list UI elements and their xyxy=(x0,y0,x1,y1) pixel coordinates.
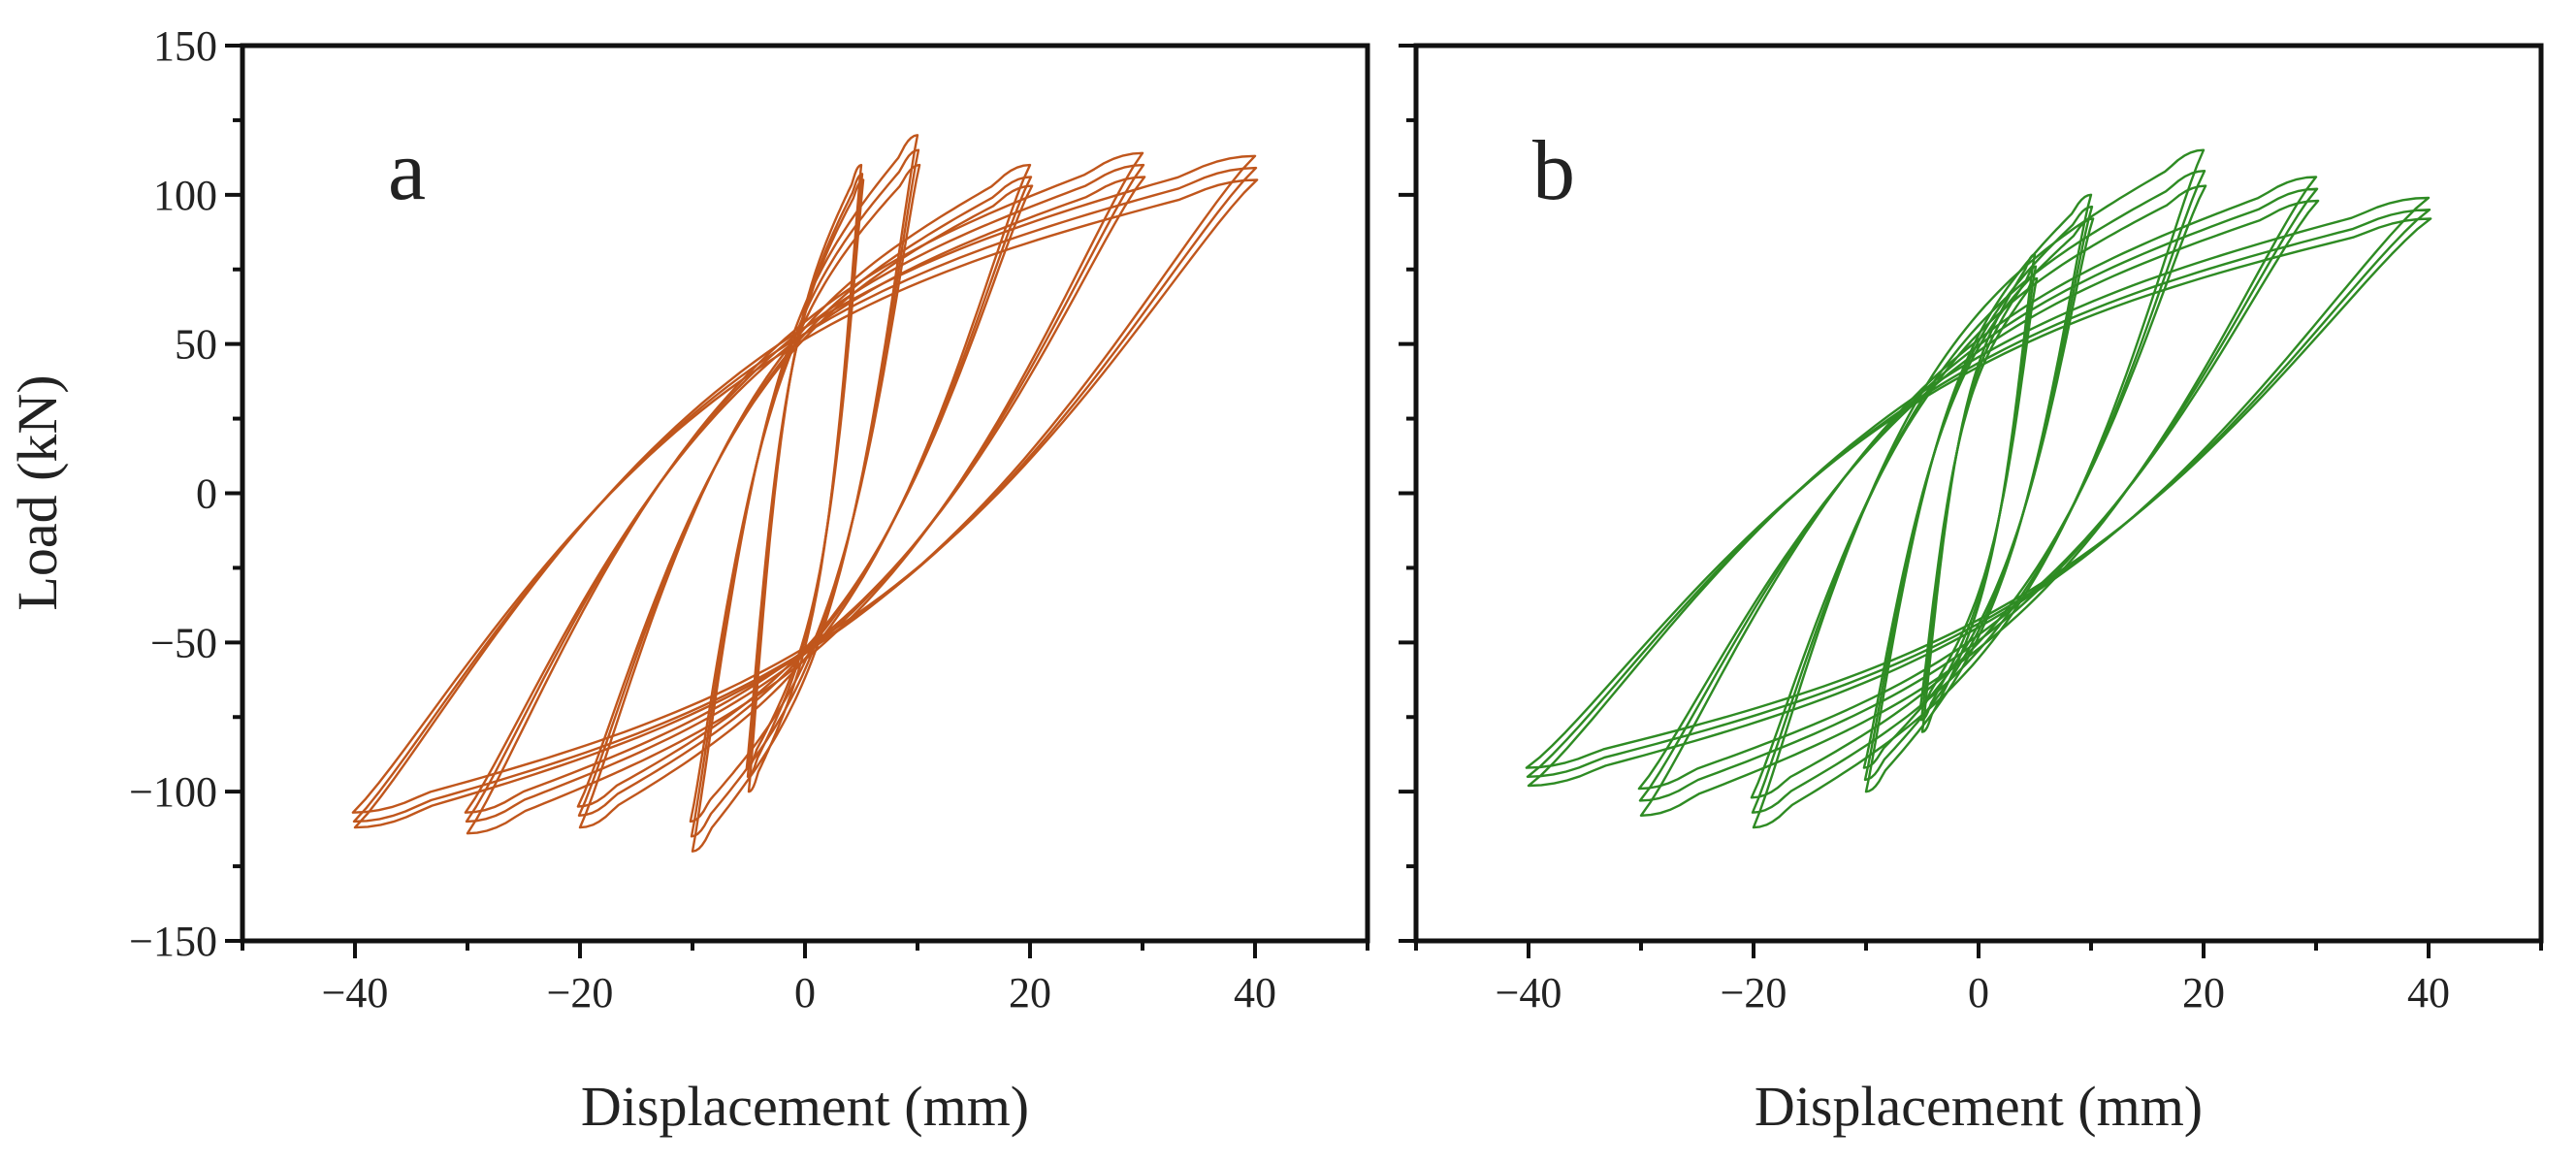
hysteresis-loop xyxy=(1526,209,2431,778)
y-tick-label: −50 xyxy=(150,619,217,666)
hysteresis-loop xyxy=(1638,187,2319,802)
hysteresis-loop xyxy=(689,163,921,824)
hysteresis-loop xyxy=(351,178,1259,814)
x-tick-label: 40 xyxy=(2407,969,2450,1017)
hysteresis-loop xyxy=(1527,196,2431,788)
y-axis-title: Load (kN) xyxy=(6,374,69,610)
hysteresis-loop xyxy=(577,176,1033,817)
x-tick-label: 20 xyxy=(1009,969,1051,1017)
hysteresis-loop xyxy=(747,163,863,793)
y-tick-label: 100 xyxy=(153,172,217,219)
panel-b-curves xyxy=(1525,148,2432,829)
y-tick-label: −150 xyxy=(129,918,217,965)
y-tick-label: 150 xyxy=(153,22,217,70)
hysteresis-loop xyxy=(352,166,1258,824)
panel-a-ticks: −40 −20 0 20 40 150 100 50 0 −50 −100 −150 xyxy=(129,22,1369,1017)
x-tick-label: 0 xyxy=(794,969,816,1017)
x-tick-label: 40 xyxy=(1234,969,1276,1017)
panel-a: −40 −20 0 20 40 150 100 50 0 −50 −100 −150 a Displa… xyxy=(129,22,1370,1138)
y-tick-label: −100 xyxy=(129,768,217,816)
panel-b-ticks: −40 −20 0 20 40 xyxy=(1399,44,2543,1017)
hysteresis-loop xyxy=(691,134,919,853)
hysteresis-loop xyxy=(576,184,1034,808)
y-tick-label: 0 xyxy=(196,470,217,518)
panel-a-curves xyxy=(351,134,1259,853)
hysteresis-loop xyxy=(353,154,1257,829)
panel-b-label: b xyxy=(1532,124,1575,218)
x-tick-label: −20 xyxy=(547,969,614,1017)
hysteresis-loop xyxy=(465,163,1145,824)
x-tick-label: −40 xyxy=(322,969,389,1017)
panel-b-x-axis-title: Displacement (mm) xyxy=(1755,1075,2203,1138)
hysteresis-loop xyxy=(1637,199,2320,791)
x-tick-label: −20 xyxy=(1721,969,1787,1017)
hysteresis-loop xyxy=(1863,205,2094,782)
hysteresis-loop xyxy=(1862,217,2095,769)
x-tick-label: −40 xyxy=(1496,969,1562,1017)
hysteresis-loop xyxy=(1751,170,2206,814)
hysteresis-loop xyxy=(1750,184,2207,799)
hysteresis-loop xyxy=(464,176,1146,814)
x-tick-label: 20 xyxy=(2182,969,2225,1017)
hysteresis-loop xyxy=(1752,148,2206,829)
hysteresis-loop xyxy=(466,151,1144,835)
x-tick-label: 0 xyxy=(1968,969,1989,1017)
y-tick-label: 50 xyxy=(175,321,217,369)
panel-a-label: a xyxy=(388,124,426,218)
hysteresis-loop xyxy=(1525,217,2432,769)
panel-a-x-axis-title: Displacement (mm) xyxy=(581,1075,1029,1138)
panel-b-frame xyxy=(1413,43,2544,944)
panel-b: −40 −20 0 20 40 b Displacement (mm) xyxy=(1399,43,2544,1138)
hysteresis-loop xyxy=(1639,176,2318,817)
